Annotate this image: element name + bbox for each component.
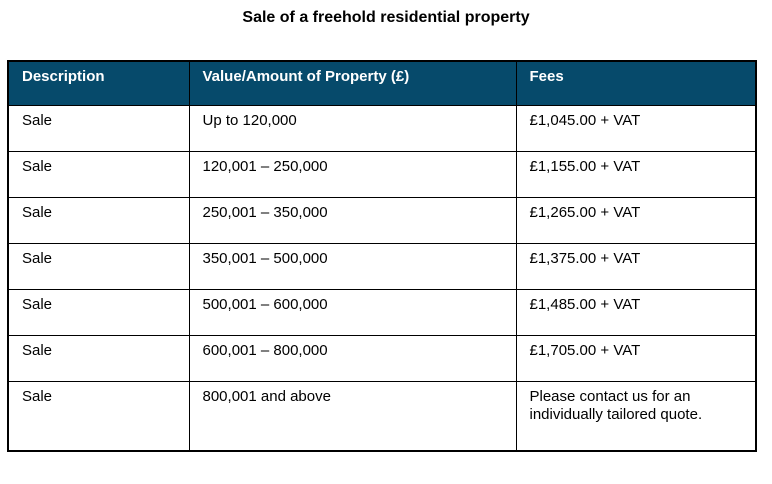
- cell-description: Sale: [7, 242, 190, 290]
- cell-value: 600,001 – 800,000: [188, 334, 517, 382]
- cell-value: 350,001 – 500,000: [188, 242, 517, 290]
- page-title: Sale of a freehold residential property: [242, 9, 530, 26]
- table-header-row: Description Value/Amount of Property (£)…: [7, 60, 757, 106]
- column-header-fees: Fees: [515, 60, 757, 106]
- fees-table: Description Value/Amount of Property (£)…: [7, 60, 757, 452]
- column-header-value: Value/Amount of Property (£): [188, 60, 517, 106]
- cell-fees: £1,155.00 + VAT: [515, 150, 757, 198]
- cell-value: 800,001 and above: [188, 380, 517, 452]
- cell-description: Sale: [7, 150, 190, 198]
- cell-description: Sale: [7, 334, 190, 382]
- table-row: Sale 500,001 – 600,000 £1,485.00 + VAT: [7, 288, 757, 336]
- cell-fees: £1,485.00 + VAT: [515, 288, 757, 336]
- cell-description: Sale: [7, 104, 190, 152]
- cell-value: 250,001 – 350,000: [188, 196, 517, 244]
- cell-fees: £1,265.00 + VAT: [515, 196, 757, 244]
- cell-description: Sale: [7, 288, 190, 336]
- cell-description: Sale: [7, 196, 190, 244]
- table-row: Sale 120,001 – 250,000 £1,155.00 + VAT: [7, 150, 757, 198]
- cell-fees: Please contact us for an individually ta…: [515, 380, 757, 452]
- cell-value: 120,001 – 250,000: [188, 150, 517, 198]
- cell-description: Sale: [7, 380, 190, 452]
- table-row: Sale 350,001 – 500,000 £1,375.00 + VAT: [7, 242, 757, 290]
- table-row: Sale Up to 120,000 £1,045.00 + VAT: [7, 104, 757, 152]
- cell-fees: £1,375.00 + VAT: [515, 242, 757, 290]
- cell-fees: £1,045.00 + VAT: [515, 104, 757, 152]
- column-header-description: Description: [7, 60, 190, 106]
- table-row: Sale 250,001 – 350,000 £1,265.00 + VAT: [7, 196, 757, 244]
- cell-value: 500,001 – 600,000: [188, 288, 517, 336]
- table-row: Sale 600,001 – 800,000 £1,705.00 + VAT: [7, 334, 757, 382]
- cell-fees: £1,705.00 + VAT: [515, 334, 757, 382]
- table-row: Sale 800,001 and above Please contact us…: [7, 380, 757, 452]
- cell-value: Up to 120,000: [188, 104, 517, 152]
